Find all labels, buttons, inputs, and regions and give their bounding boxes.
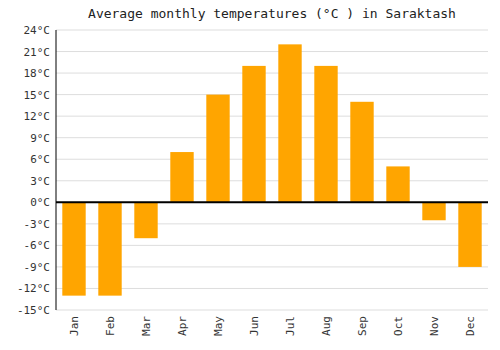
bar [206,95,229,203]
bar [242,66,265,202]
grid-line [56,310,488,311]
x-tick-label: Sep [356,316,369,336]
y-tick-label: -9°C [24,261,51,274]
title: Average monthly temperatures (°C ) in Sa… [88,6,456,21]
grid-line [56,94,488,95]
bar [170,152,193,202]
y-tick-label: 24°C [24,24,51,37]
x-tick-label: Dec [464,316,477,336]
bar [62,202,85,295]
grid-line [56,116,488,117]
y-tick-label: 21°C [24,46,51,59]
y-tick-label: 9°C [30,132,50,145]
y-tick-label: 0°C [30,196,50,209]
bar [386,166,409,202]
bar [98,202,121,295]
x-tick-label: Apr [176,316,189,336]
bar [134,202,157,238]
y-tick-label: -15°C [17,304,50,317]
bar [458,202,481,267]
x-tick-label: May [212,316,225,336]
x-tick-label: Feb [104,316,117,336]
x-axis: Jan Feb Mar Apr May Jun Jul Aug Sep Oct Nov Dec [68,316,477,336]
y-tick-label: 15°C [24,89,51,102]
grid-line [56,159,488,160]
y-tick-label: 12°C [24,110,51,123]
y-tick-label: -6°C [24,239,51,252]
x-tick-label: Jun [248,316,261,336]
chart-container: Average monthly temperatures (°C ) in Sa… [0,0,500,350]
grid-line [56,137,488,138]
grid-line [56,51,488,52]
bar [422,202,445,220]
bars [62,44,481,295]
chart: Average monthly temperatures (°C ) in Sa… [0,0,500,350]
grid-line [56,73,488,74]
x-tick-label: Aug [320,316,333,336]
y-tick-label: 3°C [30,175,50,188]
zero-line [56,201,488,203]
y-tick-label: -3°C [24,218,51,231]
bar [278,44,301,202]
grid [56,30,488,310]
x-tick-label: Nov [428,316,441,336]
y-axis: -15°C -12°C -9°C -6°C -3°C 0°C 3°C 6°C 9°C 12°C 15… [17,24,50,317]
x-tick-label: Oct [392,316,405,336]
x-tick-label: Mar [140,316,153,336]
y-tick-label: -12°C [17,282,50,295]
y-axis-line [56,30,57,310]
grid-line [56,30,488,31]
y-tick-label: 18°C [24,67,51,80]
x-tick-label: Jul [284,316,297,336]
grid-line [56,180,488,181]
grid-line [56,202,488,203]
y-tick-label: 6°C [30,153,50,166]
bar [314,66,337,202]
x-tick-label: Jan [68,316,81,336]
bar [350,102,373,203]
